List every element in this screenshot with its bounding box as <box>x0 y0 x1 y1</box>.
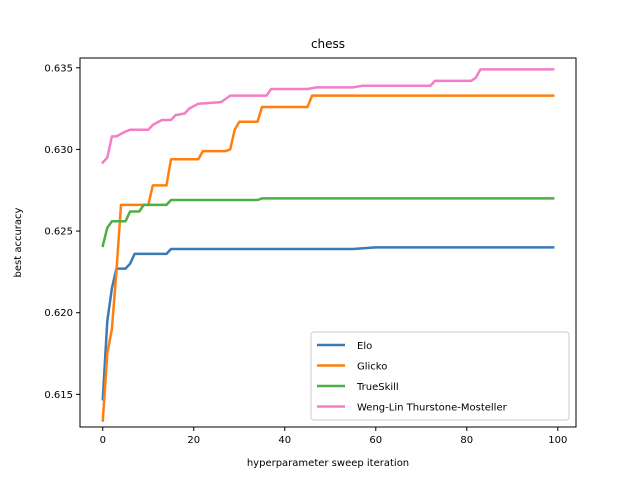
x-tick-label: 80 <box>460 435 473 446</box>
y-tick-label: 0.625 <box>44 227 73 238</box>
series-line-2 <box>101 197 555 248</box>
series-lines <box>101 68 555 422</box>
legend-label-3: Weng-Lin Thurstone-Mosteller <box>357 403 508 414</box>
x-axis-label: hyperparameter sweep iteration <box>247 458 409 469</box>
series-line-3 <box>101 68 555 165</box>
x-tick-label: 20 <box>187 435 200 446</box>
y-tick-label: 0.635 <box>44 63 73 74</box>
x-tick-label: 40 <box>278 435 291 446</box>
y-axis-label: best accuracy <box>13 207 24 277</box>
chart-title: chess <box>311 37 345 51</box>
legend-label-0: Elo <box>357 341 372 352</box>
legend-box <box>310 331 570 421</box>
series-line-0 <box>101 246 555 401</box>
y-axis: 0.615 0.620 0.625 0.630 0.635 <box>44 63 80 401</box>
legend-label-1: Glicko <box>357 362 387 373</box>
x-tick-label: 0 <box>100 435 106 446</box>
legend-label-2: TrueSkill <box>356 382 399 393</box>
x-tick-label: 100 <box>548 435 567 446</box>
legend: Elo Glicko TrueSkill Weng-Lin Thurstone-Mos… <box>310 331 570 421</box>
series-line-1 <box>101 94 555 422</box>
y-tick-label: 0.620 <box>44 308 73 319</box>
plot-frame <box>79 57 577 428</box>
y-tick-label: 0.615 <box>44 390 73 401</box>
y-tick-label: 0.630 <box>44 145 73 156</box>
x-axis: 0 20 40 60 80 100 <box>100 427 567 446</box>
x-tick-label: 60 <box>369 435 382 446</box>
